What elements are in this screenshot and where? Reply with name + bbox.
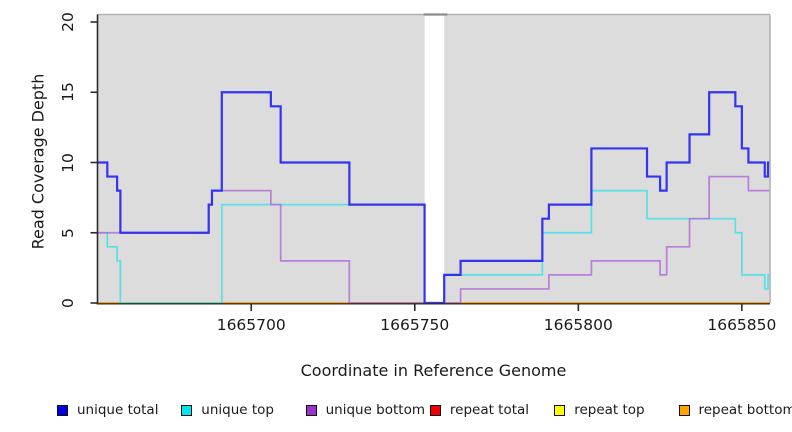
y-tick-label: 10 bbox=[59, 152, 77, 173]
legend-label: repeat total bbox=[449, 402, 530, 418]
x-tick-label: 1665850 bbox=[707, 316, 777, 334]
y-tick-label: 0 bbox=[59, 298, 77, 308]
legend-item-repeat-top: repeat top bbox=[554, 401, 645, 419]
legend-swatch-icon bbox=[305, 404, 317, 416]
legend-swatch-icon bbox=[429, 404, 441, 416]
y-tick-label: 20 bbox=[59, 12, 77, 32]
x-tick-label: 1665750 bbox=[380, 316, 450, 334]
legend-swatch-icon bbox=[181, 404, 193, 416]
chart-legend: unique total unique top unique bottom repea… bbox=[0, 401, 792, 421]
legend-label: unique top bbox=[201, 402, 275, 418]
legend-label: unique bottom bbox=[325, 402, 426, 418]
legend-item-repeat-bottom: repeat bottom bbox=[678, 401, 792, 419]
y-tick-label: 15 bbox=[59, 82, 77, 103]
legend-label: repeat top bbox=[574, 402, 645, 418]
y-axis-title: Read Coverage Depth bbox=[28, 73, 48, 250]
legend-item-unique-bottom: unique bottom bbox=[305, 401, 426, 419]
y-tick-label: 5 bbox=[59, 227, 77, 238]
x-axis-title: Coordinate in Reference Genome bbox=[300, 361, 567, 380]
legend-item-repeat-total: repeat total bbox=[429, 401, 530, 419]
legend-swatch-icon bbox=[554, 404, 566, 416]
legend-label: unique total bbox=[77, 402, 159, 418]
x-tick-label: 1665800 bbox=[543, 316, 613, 334]
legend-item-unique-top: unique top bbox=[181, 401, 274, 419]
x-tick-label: 1665700 bbox=[216, 316, 286, 334]
legend-label: repeat bottom bbox=[698, 402, 792, 418]
legend-swatch-icon bbox=[57, 404, 68, 416]
legend-item-unique-total: unique total bbox=[57, 401, 158, 419]
legend-swatch-icon bbox=[678, 404, 690, 416]
